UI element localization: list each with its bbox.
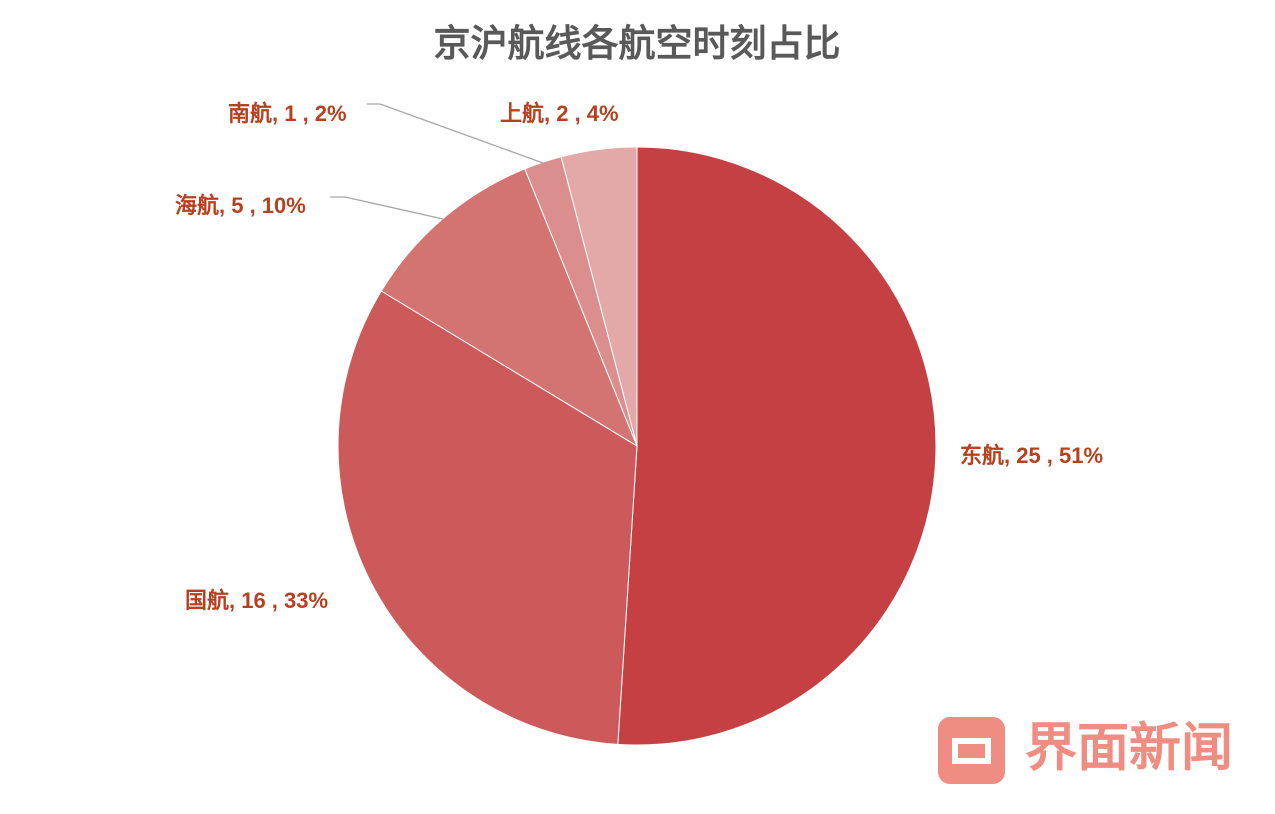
data-label: 上航, 2 , 4% xyxy=(500,101,619,126)
data-label: 南航, 1 , 2% xyxy=(228,101,347,126)
pie-slice xyxy=(617,146,937,746)
watermark-text: 界面新闻 xyxy=(1025,720,1233,778)
data-label: 国航, 16 , 33% xyxy=(185,588,328,613)
pie-slice xyxy=(560,146,638,447)
leader-line xyxy=(367,103,544,164)
watermark: 界面新闻 xyxy=(938,717,1233,784)
leader-line xyxy=(330,196,444,220)
watermark-logo xyxy=(938,717,1005,784)
data-label: 海航, 5 , 10% xyxy=(175,193,306,218)
chart-title: 京沪航线各航空时刻占比 xyxy=(434,22,841,64)
pie-slice xyxy=(337,290,638,745)
data-label: 东航, 25 , 51% xyxy=(960,443,1103,468)
pie-slice xyxy=(380,168,639,448)
watermark-icon xyxy=(952,738,991,764)
